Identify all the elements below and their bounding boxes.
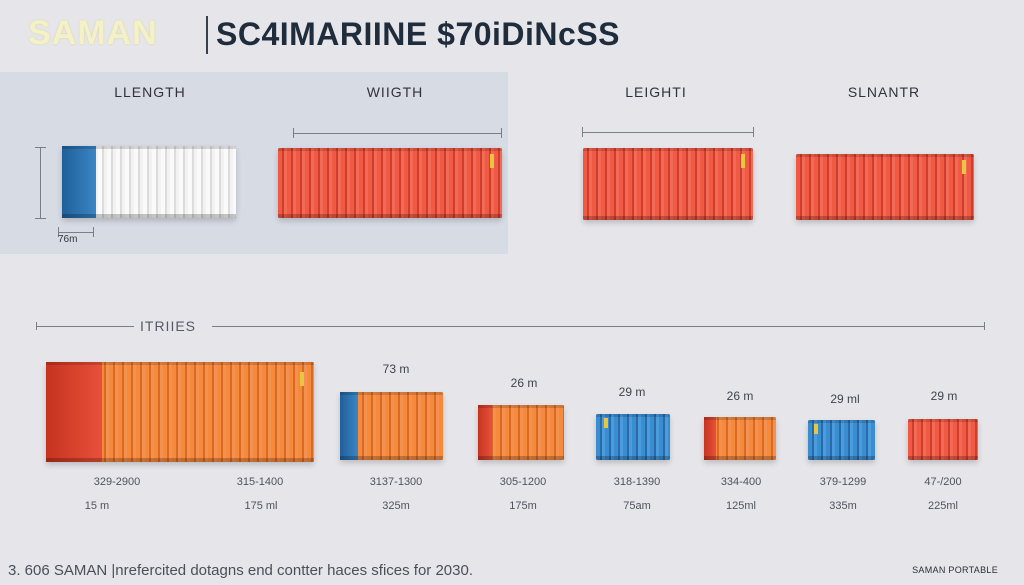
size-label-6: 26 m [726, 389, 754, 403]
size-label-7: 29 ml [830, 392, 860, 406]
container-red-2 [583, 148, 753, 220]
size-label-4: 26 m [510, 376, 538, 390]
spec-value-8: 47-/200 [924, 476, 962, 488]
length-value-6: 125ml [726, 500, 756, 512]
spec-value-3: 3137-1300 [369, 476, 423, 488]
size-label-3: 73 m [382, 362, 410, 376]
container-series-4 [596, 414, 670, 460]
container-series-2 [340, 392, 443, 460]
length-value-5: 75am [623, 500, 651, 512]
container-red-1 [278, 148, 502, 218]
size-label-5: 29 m [618, 385, 646, 399]
spec-value-5: 318-1390 [613, 476, 661, 488]
length-value-2: 175 ml [244, 500, 278, 512]
container-red-3 [796, 154, 974, 220]
column-label-length: LLENGTH [114, 84, 186, 100]
size-label-8: 29 m [930, 389, 958, 403]
length-value-8: 225ml [928, 500, 958, 512]
series-divider-right [212, 326, 984, 327]
series-divider-left [36, 326, 134, 327]
spec-value-4: 305-1200 [499, 476, 547, 488]
spec-value-7: 379-1299 [819, 476, 867, 488]
container-series-1 [46, 362, 314, 462]
brand-logo: SAMAN [28, 14, 158, 52]
spec-value-2: 315-1400 [236, 476, 284, 488]
container-series-3 [478, 405, 564, 460]
footer-caption: 3. 606 SAMAN |nrefercited dotagns end co… [8, 562, 473, 579]
dimension-value: 76m [58, 234, 78, 245]
page-title: SC4IMARIINE $70iDiNcSS [216, 16, 621, 52]
container-series-6 [808, 420, 875, 460]
container-series-5 [704, 417, 776, 460]
column-label-width: WIIGTH [366, 84, 424, 100]
length-value-1: 15 m [84, 500, 110, 512]
series-label: ITRIIES [140, 318, 197, 334]
spec-value-6: 334-400 [720, 476, 762, 488]
length-value-4: 175m [509, 500, 537, 512]
length-value-7: 335m [829, 500, 857, 512]
column-label-height: LEIGHTI [625, 84, 687, 100]
footer-badge: SAMAN PORTABLE [912, 565, 998, 575]
container-white [62, 146, 236, 218]
header-divider [206, 16, 208, 54]
spec-value-1: 329-2900 [93, 476, 141, 488]
container-series-7 [908, 419, 978, 460]
length-value-3: 325m [382, 500, 410, 512]
column-label-slant: SLNANTR [847, 84, 921, 100]
